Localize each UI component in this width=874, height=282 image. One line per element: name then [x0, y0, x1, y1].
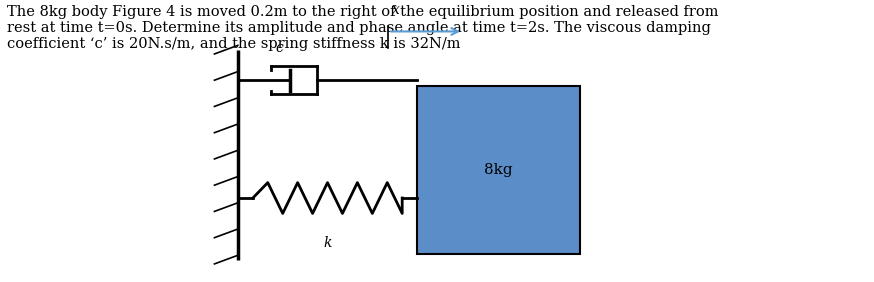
Text: The 8kg body Figure 4 is moved 0.2m to the right of the equilibrium position and: The 8kg body Figure 4 is moved 0.2m to t…	[7, 5, 718, 51]
Text: c: c	[275, 41, 283, 55]
Bar	[417, 86, 580, 254]
Text: k: k	[323, 236, 332, 250]
Text: 8kg: 8kg	[484, 163, 513, 177]
Text: x: x	[392, 3, 400, 17]
